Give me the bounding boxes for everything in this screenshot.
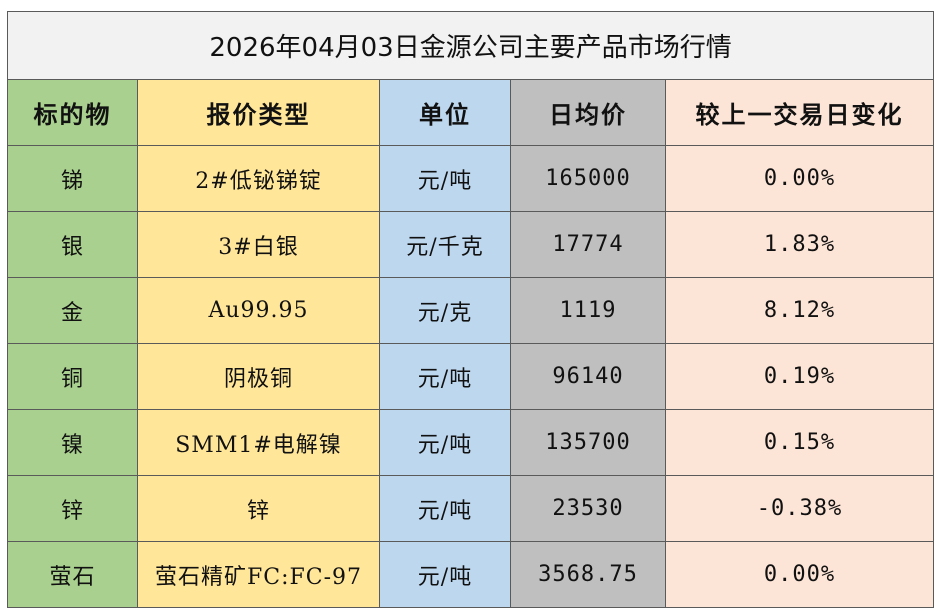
cell-type: 2#低铋锑锭 xyxy=(137,145,380,212)
cell-unit: 元/吨 xyxy=(379,145,511,212)
cell-unit: 元/千克 xyxy=(379,211,511,278)
cell-price: 1119 xyxy=(510,277,666,344)
cell-unit: 元/吨 xyxy=(379,475,511,542)
cell-unit: 元/吨 xyxy=(379,409,511,476)
title-row: 2026年04月03日金源公司主要产品市场行情 xyxy=(6,11,935,80)
header-row: 标的物 报价类型 单位 日均价 较上一交易日变化 xyxy=(7,79,935,146)
cell-change: 0.00% xyxy=(664,541,935,608)
table-row: 银 3#白银 元/千克 17774 1.83% xyxy=(7,211,935,278)
cell-type: 3#白银 xyxy=(137,211,380,278)
cell-type: 萤石精矿FC:FC-97 xyxy=(137,541,380,608)
cell-unit: 元/克 xyxy=(379,277,511,344)
cell-price: 165000 xyxy=(510,145,666,212)
cell-item: 锌 xyxy=(7,475,138,542)
cell-change: 0.15% xyxy=(664,409,935,476)
table-row: 镍 SMM1#电解镍 元/吨 135700 0.15% xyxy=(7,409,935,476)
cell-item: 银 xyxy=(7,211,138,278)
cell-price: 23530 xyxy=(510,475,666,542)
cell-change: 0.19% xyxy=(664,343,935,410)
table-row: 萤石 萤石精矿FC:FC-97 元/吨 3568.75 0.00% xyxy=(7,541,935,608)
cell-price: 135700 xyxy=(510,409,666,476)
cell-price: 96140 xyxy=(510,343,666,410)
table-row: 金 Au99.95 元/克 1119 8.12% xyxy=(7,277,935,344)
cell-price: 3568.75 xyxy=(510,541,666,608)
cell-unit: 元/吨 xyxy=(379,343,511,410)
cell-change: 8.12% xyxy=(664,277,935,344)
cell-change: 1.83% xyxy=(664,211,935,278)
header-change: 较上一交易日变化 xyxy=(664,79,935,146)
table-row: 锌 锌 元/吨 23530 -0.38% xyxy=(7,475,935,542)
cell-change: -0.38% xyxy=(664,475,935,542)
cell-type: SMM1#电解镍 xyxy=(137,409,380,476)
table-title: 2026年04月03日金源公司主要产品市场行情 xyxy=(6,11,935,80)
cell-type: 锌 xyxy=(137,475,380,542)
cell-item: 锑 xyxy=(7,145,138,212)
header-unit: 单位 xyxy=(379,79,511,146)
cell-change: 0.00% xyxy=(664,145,935,212)
table-row: 铜 阴极铜 元/吨 96140 0.19% xyxy=(7,343,935,410)
cell-item: 萤石 xyxy=(7,541,138,608)
table-row: 锑 2#低铋锑锭 元/吨 165000 0.00% xyxy=(7,145,935,212)
header-type: 报价类型 xyxy=(137,79,380,146)
header-price: 日均价 xyxy=(510,79,666,146)
cell-unit: 元/吨 xyxy=(379,541,511,608)
cell-item: 金 xyxy=(7,277,138,344)
cell-item: 铜 xyxy=(7,343,138,410)
market-price-table: 2026年04月03日金源公司主要产品市场行情 标的物 报价类型 单位 日均价 … xyxy=(6,11,935,608)
cell-item: 镍 xyxy=(7,409,138,476)
cell-type: 阴极铜 xyxy=(137,343,380,410)
cell-price: 17774 xyxy=(510,211,666,278)
header-item: 标的物 xyxy=(7,79,138,146)
cell-type: Au99.95 xyxy=(137,277,380,344)
